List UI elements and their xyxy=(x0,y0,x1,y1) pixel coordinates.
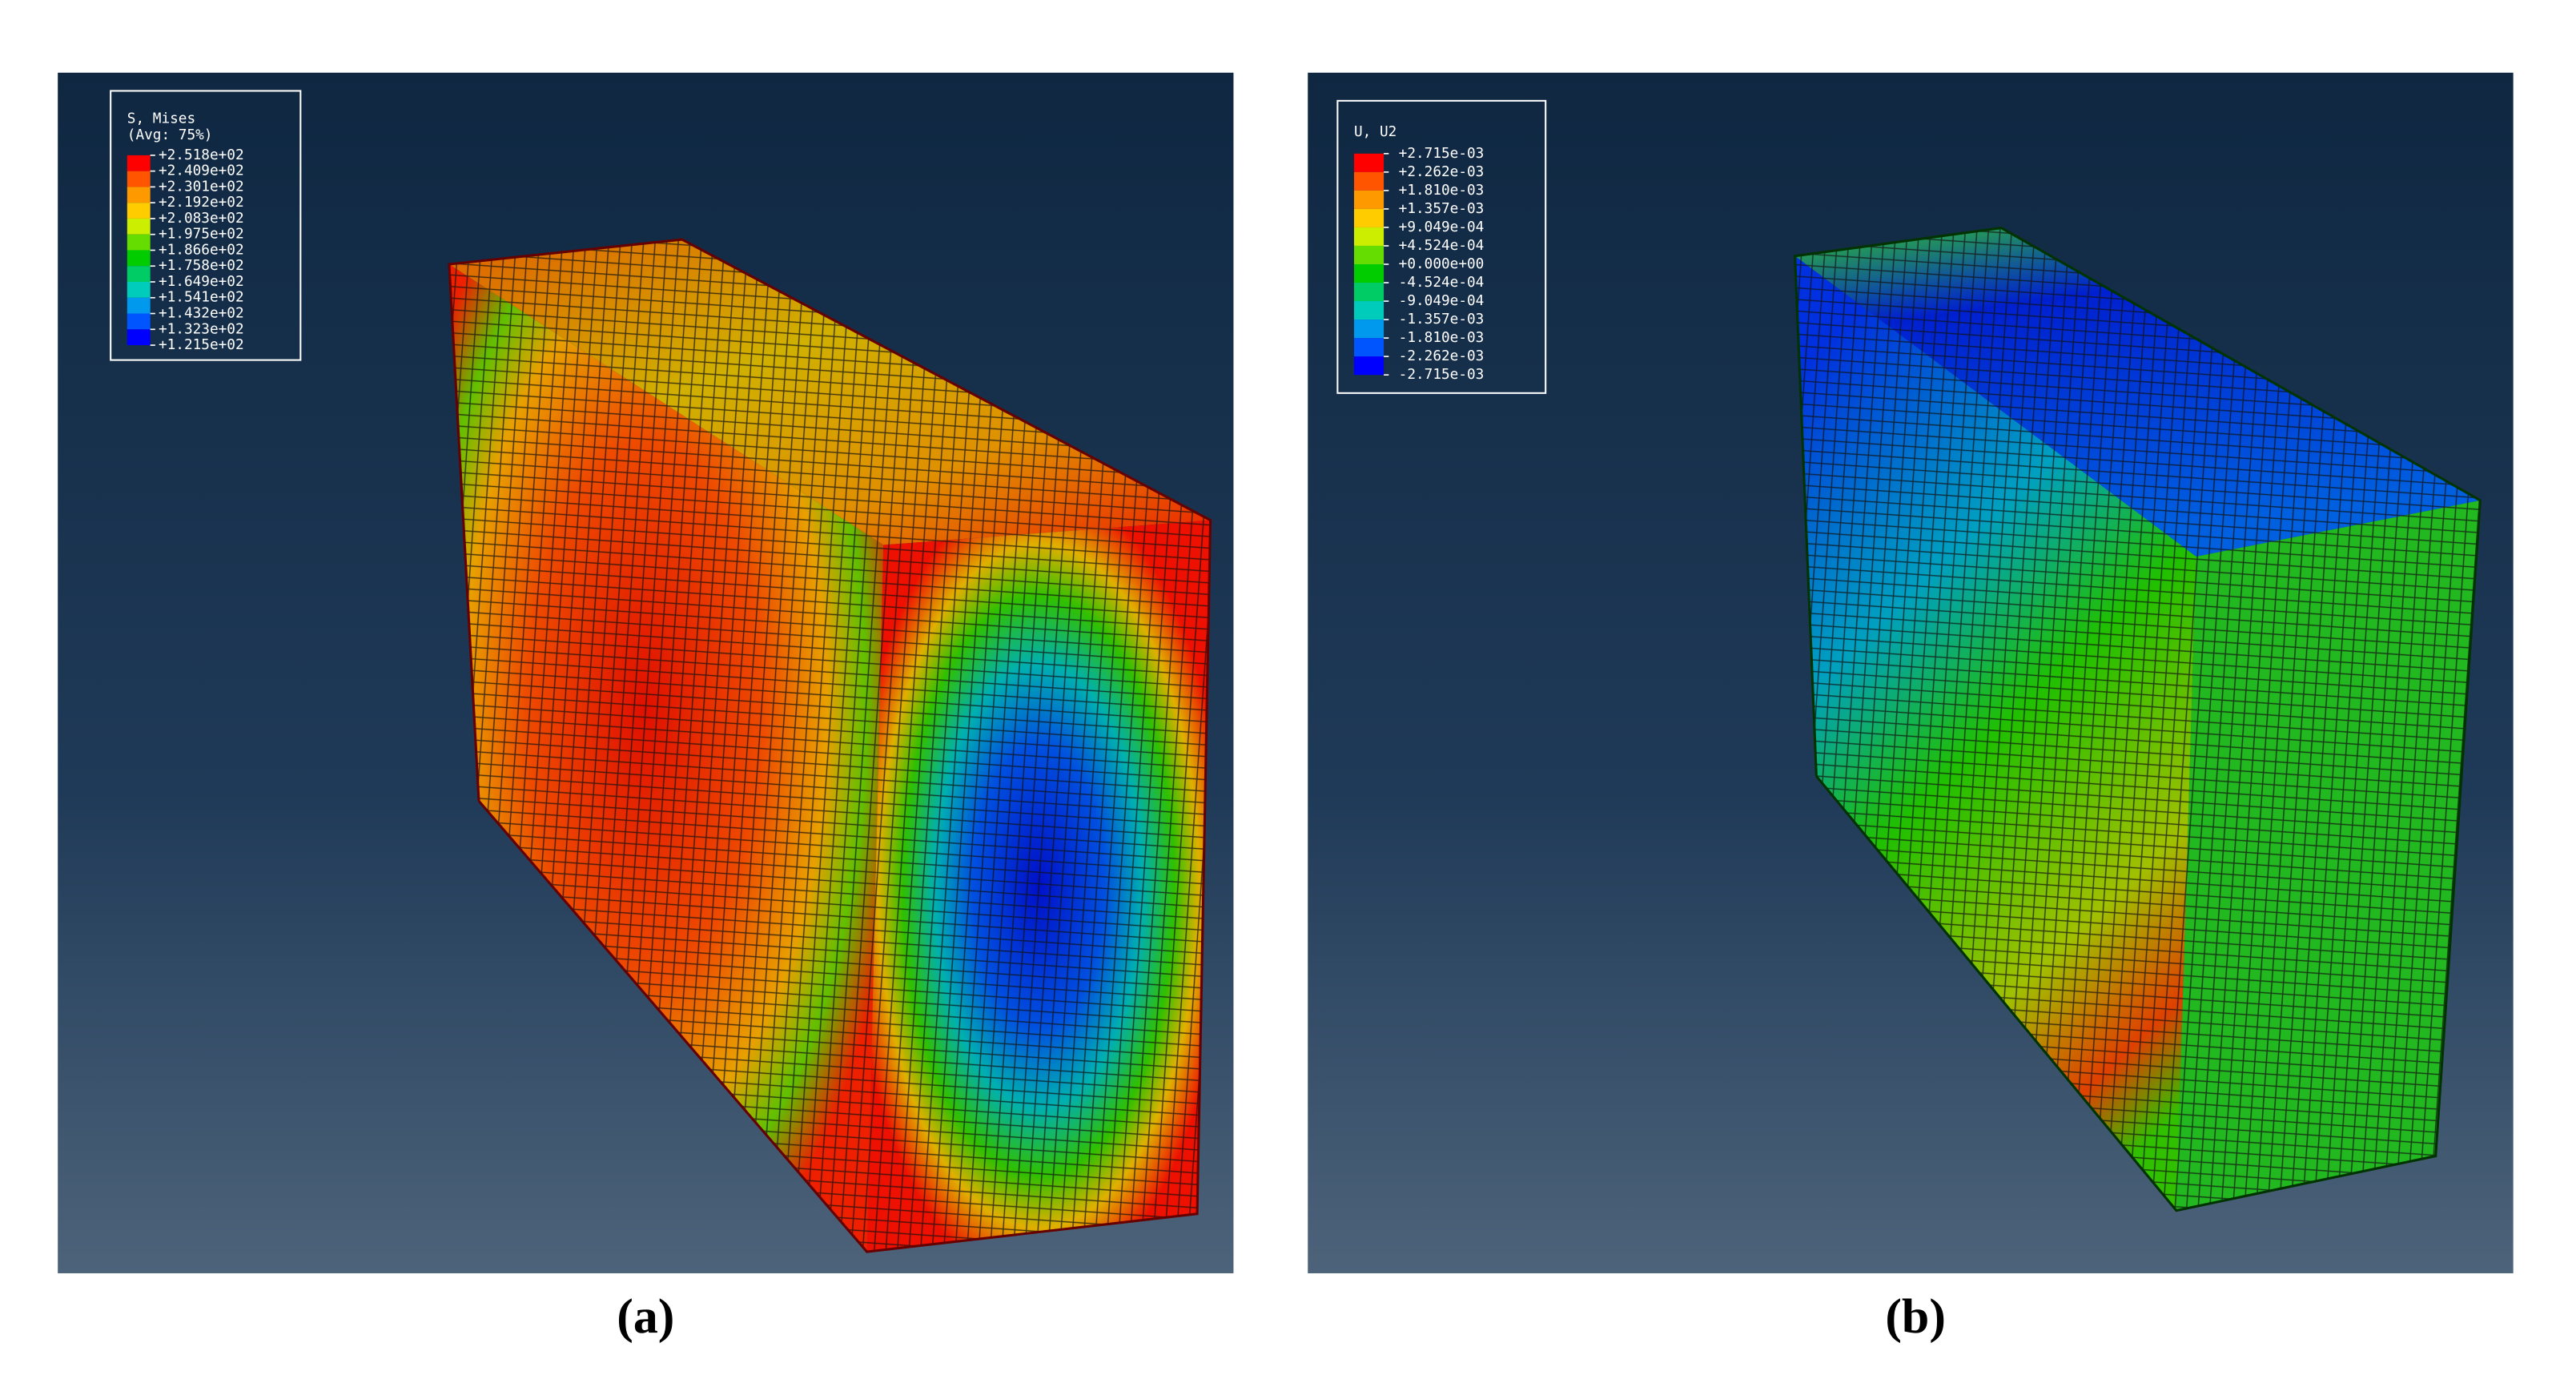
legend-swatch xyxy=(127,281,151,298)
legend-title: U, U2 xyxy=(1354,124,1397,140)
legend-label: +1.541e+02 xyxy=(159,290,244,306)
outline xyxy=(1793,227,2482,1212)
legend-swatch xyxy=(1353,283,1384,302)
model-a xyxy=(448,238,1212,1253)
legend-swatch xyxy=(127,218,151,235)
legend-label: +1.215e+02 xyxy=(159,337,244,353)
legend-label: -2.715e-03 xyxy=(1399,367,1485,383)
legend-frame xyxy=(1336,99,1547,394)
legend-label: +2.518e+02 xyxy=(159,147,244,163)
legend-label: +0.000e+00 xyxy=(1399,256,1485,272)
mesh xyxy=(1794,227,2481,557)
legend-label: +1.758e+02 xyxy=(159,258,244,274)
legend-swatch xyxy=(127,329,151,346)
legend-label: -1.357e-03 xyxy=(1399,312,1485,328)
legend-swatch xyxy=(1353,338,1384,357)
legend-label: +1.323e+02 xyxy=(159,321,244,337)
mesh xyxy=(1794,255,2196,1211)
legend-swatch xyxy=(1353,263,1384,283)
legend-label: +2.192e+02 xyxy=(159,195,244,211)
legend-swatch xyxy=(1353,301,1384,320)
legend-frame xyxy=(110,90,302,361)
mesh xyxy=(866,520,1211,1252)
caption: (a) xyxy=(617,1289,674,1344)
legend-swatch xyxy=(127,313,151,330)
legend-swatch xyxy=(127,266,151,282)
mesh xyxy=(448,263,884,1252)
legend-swatch xyxy=(1353,245,1384,264)
legend-swatch xyxy=(127,203,151,219)
legend-swatch xyxy=(127,234,151,251)
legend-title: S, Mises xyxy=(127,111,195,127)
legend-label: +1.975e+02 xyxy=(159,227,244,243)
legend-swatch xyxy=(1353,208,1384,227)
caption: (b) xyxy=(1885,1289,1946,1344)
legend-swatch xyxy=(127,171,151,187)
legend-subtitle: (Avg: 75%) xyxy=(127,127,213,143)
legend-swatch xyxy=(1353,153,1384,172)
mesh xyxy=(2176,500,2481,1211)
legend-swatch xyxy=(1353,190,1384,209)
model-b xyxy=(1793,227,2482,1212)
legend-swatch xyxy=(1353,227,1384,246)
legend-swatch xyxy=(127,250,151,267)
legend-label: +1.810e-03 xyxy=(1399,183,1485,199)
outline xyxy=(448,238,1212,1253)
legend-swatch xyxy=(127,297,151,314)
legend-swatch xyxy=(1353,356,1384,376)
legend-swatch xyxy=(1353,320,1384,339)
legend-label: -1.810e-03 xyxy=(1399,330,1485,346)
legend-label: -9.049e-04 xyxy=(1399,293,1485,309)
legend-label: +2.715e-03 xyxy=(1399,146,1485,162)
legend-swatch xyxy=(127,187,151,203)
legend-label: +1.866e+02 xyxy=(159,242,244,258)
legend-label: -2.262e-03 xyxy=(1399,348,1485,364)
legend-swatch xyxy=(127,155,151,171)
legend-label: +9.049e-04 xyxy=(1399,219,1485,235)
legend-label: +1.432e+02 xyxy=(159,306,244,322)
legend-swatch xyxy=(1353,171,1384,191)
legend-label: +2.409e+02 xyxy=(159,163,244,179)
mesh xyxy=(448,239,1211,545)
legend-label: +2.262e-03 xyxy=(1399,164,1485,180)
legend-label: -4.524e-04 xyxy=(1399,275,1485,291)
legend-label: +1.357e-03 xyxy=(1399,201,1485,217)
legend-label: +4.524e-04 xyxy=(1399,238,1485,254)
legend-label: +2.083e+02 xyxy=(159,211,244,227)
legend-label: +2.301e+02 xyxy=(159,179,244,195)
legend-label: +1.649e+02 xyxy=(159,274,244,290)
